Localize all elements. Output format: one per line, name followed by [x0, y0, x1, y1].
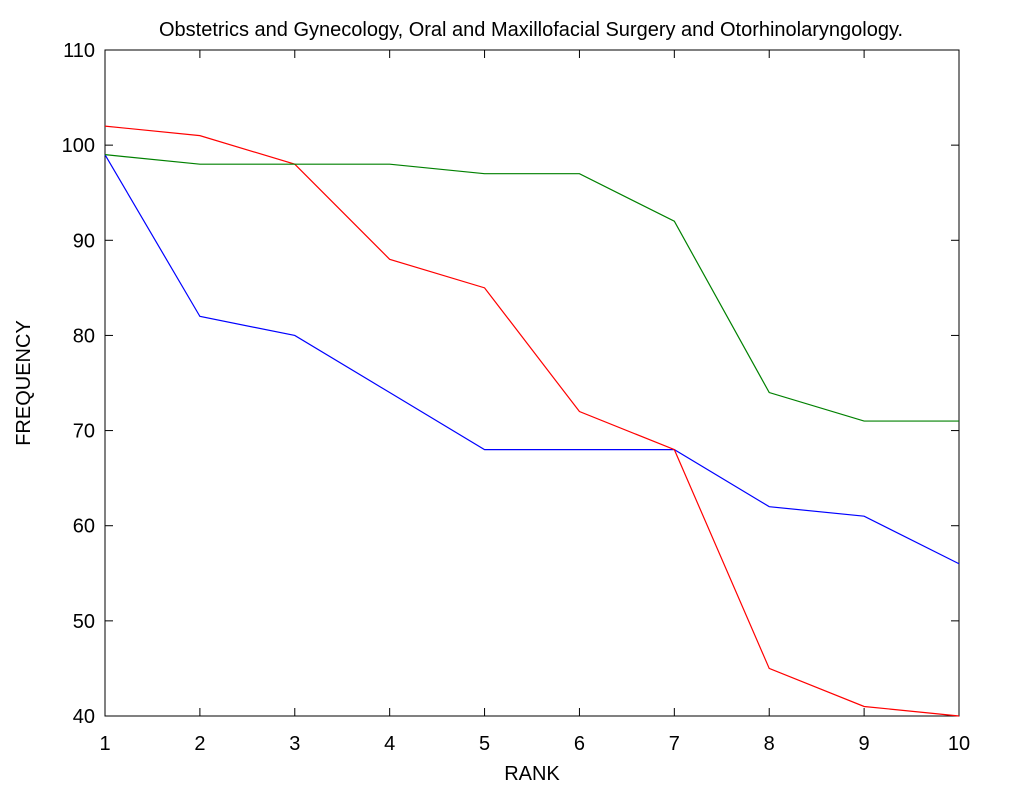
axis-ticks	[104, 49, 960, 717]
x-tick-label: 2	[194, 733, 205, 755]
series-lines	[104, 125, 960, 717]
y-tick-label: 70	[73, 421, 95, 443]
series-line-1	[104, 154, 960, 565]
series-line-3	[104, 154, 959, 422]
y-tick-label: 60	[73, 516, 95, 538]
x-tick-label: 5	[479, 733, 490, 755]
chart-title: Obstetrics and Gynecology, Oral and Maxi…	[159, 19, 903, 41]
y-axis-label: FREQUENCY	[13, 320, 35, 446]
y-tick-label: 90	[73, 230, 95, 252]
x-tick-label: 6	[574, 733, 585, 755]
y-tick-label: 50	[73, 611, 95, 633]
x-tick-label: 1	[99, 733, 110, 755]
y-tick-label: 80	[73, 325, 95, 347]
y-tick-label: 110	[63, 40, 95, 62]
y-tick-label: 100	[62, 135, 95, 157]
x-tick-label: 9	[859, 733, 870, 755]
series-line-2	[104, 125, 960, 717]
x-tick-label: 3	[289, 733, 300, 755]
x-tick-label: 10	[948, 733, 970, 755]
x-tick-label: 8	[764, 733, 775, 755]
x-tick-labels: 1 2 3 4 5 6 7 8 9 10	[99, 733, 970, 755]
y-tick-label: 40	[73, 706, 95, 728]
plot-area	[104, 49, 960, 717]
x-tick-label: 7	[669, 733, 680, 755]
y-tick-labels: 40 50 60 70 80 90 100 110	[62, 40, 95, 728]
x-axis-label: RANK	[504, 763, 560, 785]
x-tick-label: 4	[384, 733, 395, 755]
